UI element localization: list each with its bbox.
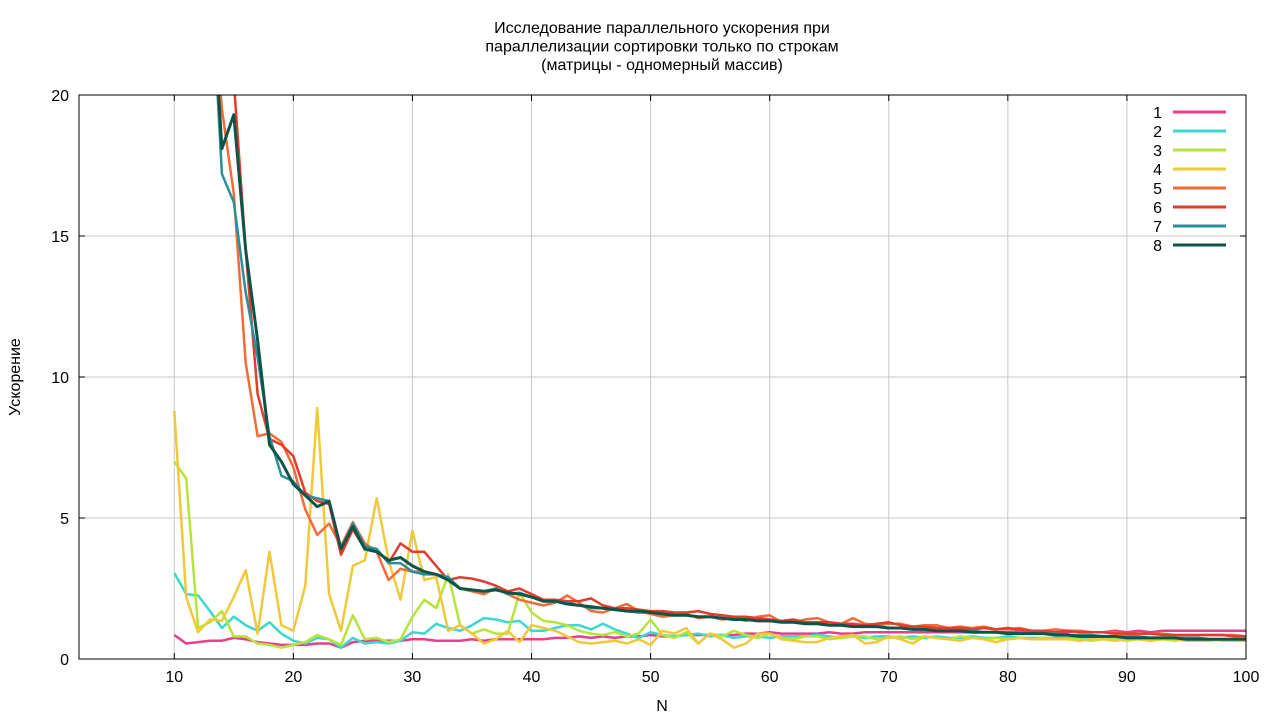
x-tick-label: 40 [523,669,541,686]
y-tick-label: 5 [60,511,69,528]
x-tick-label: 70 [880,669,898,686]
series-line-8 [217,95,1246,641]
x-tick-label: 50 [642,669,660,686]
legend-label-7: 7 [1153,219,1162,236]
legend-label-5: 5 [1153,181,1162,198]
y-tick-label: 0 [60,652,69,669]
series-line-2 [173,572,1246,649]
legend-label-2: 2 [1153,124,1162,141]
y-axis-label: Ускорение [7,338,24,416]
title-line: параллелизации сортировки только по стро… [485,39,838,56]
x-tick-label: 60 [761,669,779,686]
series-line-7 [216,95,1246,641]
x-tick-label: 10 [165,669,183,686]
series-line-4 [173,406,1246,649]
chart-title: Исследование параллельного ускорения при… [485,20,838,74]
legend-label-6: 6 [1153,200,1162,217]
title-line: (матрицы - одномерный массив) [541,57,783,74]
x-tick-label: 30 [404,669,422,686]
legend-label-8: 8 [1153,238,1162,255]
legend: 1 2 3 4 5 6 7 8 [1153,105,1226,255]
legend-label-3: 3 [1153,143,1162,160]
legend-label-4: 4 [1153,162,1162,179]
y-tick-label: 10 [51,370,69,387]
x-tick-label: 80 [999,669,1017,686]
series-lines [173,95,1246,649]
x-axis-label: N [656,698,668,715]
x-tick-label: 20 [284,669,302,686]
legend-label-1: 1 [1153,105,1162,122]
title-text: Исследование параллельного ускорения при… [485,20,838,74]
x-tick-label: 100 [1233,669,1260,686]
title-line: Исследование параллельного ускорения при [494,20,830,37]
series-line-3 [173,460,1246,649]
grid [79,95,1246,659]
x-tick-label: 90 [1118,669,1136,686]
y-tick-label: 15 [51,229,69,246]
y-tick-label: 20 [51,88,69,105]
